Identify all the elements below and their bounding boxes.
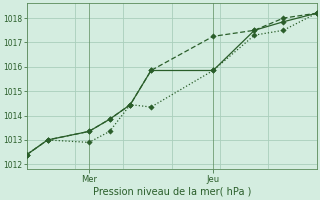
X-axis label: Pression niveau de la mer( hPa ): Pression niveau de la mer( hPa ) <box>92 187 251 197</box>
